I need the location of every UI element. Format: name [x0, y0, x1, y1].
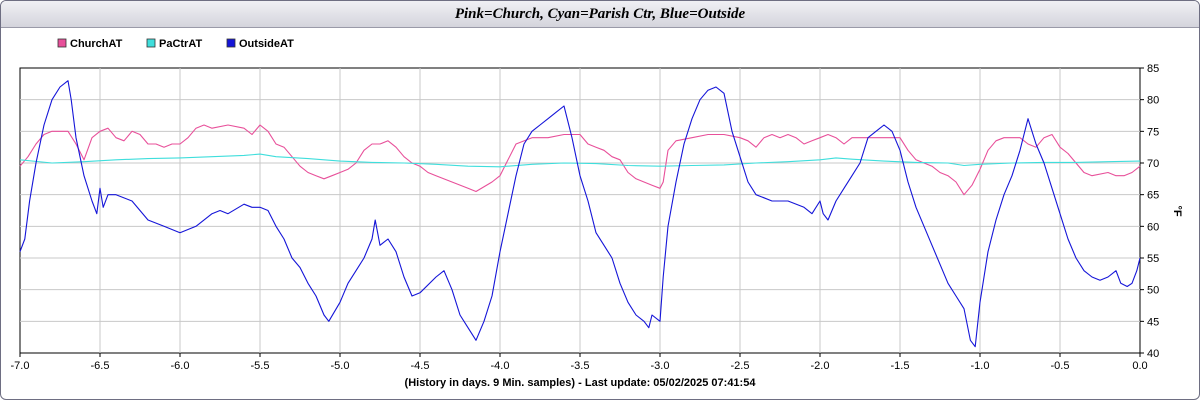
legend-swatch	[146, 38, 156, 48]
title-bar: Pink=Church, Cyan=Parish Ctr, Blue=Outsi…	[1, 1, 1199, 28]
x-tick-label: -5.5	[251, 360, 270, 372]
x-tick-label: -0.5	[1051, 360, 1070, 372]
x-tick-label: 0.0	[1132, 360, 1147, 372]
x-tick-label: -3.0	[651, 360, 670, 372]
series-line-pactrat	[19, 153, 1141, 168]
y-axis-label: °F	[1171, 205, 1183, 216]
x-tick-label: -7.0	[11, 360, 30, 372]
x-axis-label: (History in days. 9 Min. samples) - Last…	[405, 377, 757, 389]
y-tick-label: 80	[1147, 95, 1159, 107]
y-tick-label: 85	[1147, 63, 1159, 75]
y-tick-label: 45	[1147, 316, 1159, 328]
legend-swatch	[57, 38, 67, 48]
x-tick-label: -1.5	[891, 360, 910, 372]
x-tick-label: -4.0	[491, 360, 510, 372]
legend-item-outsideat: OutsideAT	[226, 38, 294, 50]
legend-swatch	[226, 38, 236, 48]
x-tick-label: -2.5	[731, 360, 750, 372]
legend-label: PaCtrAT	[159, 38, 202, 50]
x-tick-label: -1.0	[971, 360, 990, 372]
legend-label: OutsideAT	[239, 38, 294, 50]
y-tick-label: 75	[1147, 126, 1159, 138]
chart-title: Pink=Church, Cyan=Parish Ctr, Blue=Outsi…	[454, 6, 746, 22]
legend-item-churchat: ChurchAT	[57, 38, 123, 50]
axes: -7.0 -6.5 -6.0 -5.5 -5.0 -4.5 -4.0 -3.5 -3.0 -2.5…	[11, 63, 1160, 372]
x-tick-label: -3.5	[571, 360, 590, 372]
x-tick-label: -6.0	[171, 360, 190, 372]
y-tick-label: 60	[1147, 221, 1159, 233]
legend-label: ChurchAT	[70, 38, 123, 50]
y-tick-label: 55	[1147, 253, 1159, 265]
y-tick-label: 50	[1147, 285, 1159, 297]
grid	[20, 68, 1140, 353]
y-tick-label: 40	[1147, 348, 1159, 360]
series-layer	[19, 80, 1141, 348]
y-tick-label: 65	[1147, 190, 1159, 202]
series-line-outsideat	[19, 80, 1141, 348]
legend: ChurchAT PaCtrAT OutsideAT	[57, 38, 294, 50]
legend-item-pactrat: PaCtrAT	[146, 38, 202, 50]
x-tick-label: -2.0	[811, 360, 830, 372]
x-tick-label: -4.5	[411, 360, 430, 372]
series-line-churchat	[19, 124, 1141, 196]
y-tick-label: 70	[1147, 158, 1159, 170]
x-tick-label: -6.5	[91, 360, 110, 372]
x-tick-label: -5.0	[331, 360, 350, 372]
